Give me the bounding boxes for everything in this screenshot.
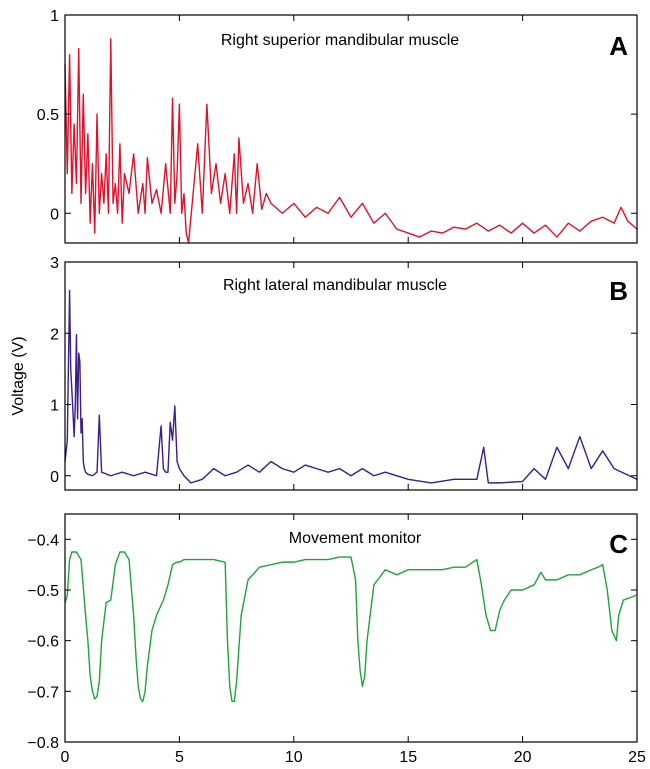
x-tick-label: 10 <box>285 749 303 766</box>
chart-panel-b: 0 1 2 3 Right lateral mandibular muscle B Volt… <box>10 255 638 491</box>
panel-letter: C <box>609 529 628 559</box>
y-tick-label: −0.6 <box>27 634 59 651</box>
plot-frame <box>64 14 638 244</box>
x-tick-label: 15 <box>399 749 417 766</box>
y-tick-label: 0.5 <box>37 107 59 124</box>
plot-frame <box>64 261 638 491</box>
panel-letter: A <box>609 31 628 61</box>
y-tick-label: −0.4 <box>27 532 59 549</box>
y-tick-label: −0.7 <box>27 684 59 701</box>
panel-title: Right lateral mandibular muscle <box>223 277 447 294</box>
x-tick-label: 25 <box>628 749 646 766</box>
chart-panel-a: 0 0.5 1 Right superior mandibular muscle A <box>37 8 638 244</box>
plot-frame <box>64 513 638 743</box>
chart-panel-c: 0 5 10 15 20 25 −0.8 −0.7 −0.6 −0.5 −0.4 Movement m… <box>27 513 646 766</box>
y-tick-label: −0.5 <box>27 583 59 600</box>
series-line <box>64 38 638 244</box>
y-axis-label: Voltage (V) <box>10 336 27 415</box>
y-tick-label: 0 <box>50 206 59 223</box>
panel-letter: B <box>609 276 628 306</box>
y-tick-label: 1 <box>50 398 59 415</box>
y-tick-label: −0.8 <box>27 735 59 752</box>
x-tick-label: 20 <box>514 749 532 766</box>
panel-title: Movement monitor <box>289 530 422 547</box>
y-tick-label: 2 <box>50 326 59 343</box>
y-tick-label: 3 <box>50 255 59 272</box>
y-tick-label: 0 <box>50 469 59 486</box>
y-tick-label: 1 <box>50 8 59 25</box>
x-tick-label: 0 <box>61 749 70 766</box>
series-line <box>64 289 638 484</box>
series-line <box>64 551 638 703</box>
x-tick-label: 5 <box>175 749 184 766</box>
panel-title: Right superior mandibular muscle <box>221 32 459 49</box>
